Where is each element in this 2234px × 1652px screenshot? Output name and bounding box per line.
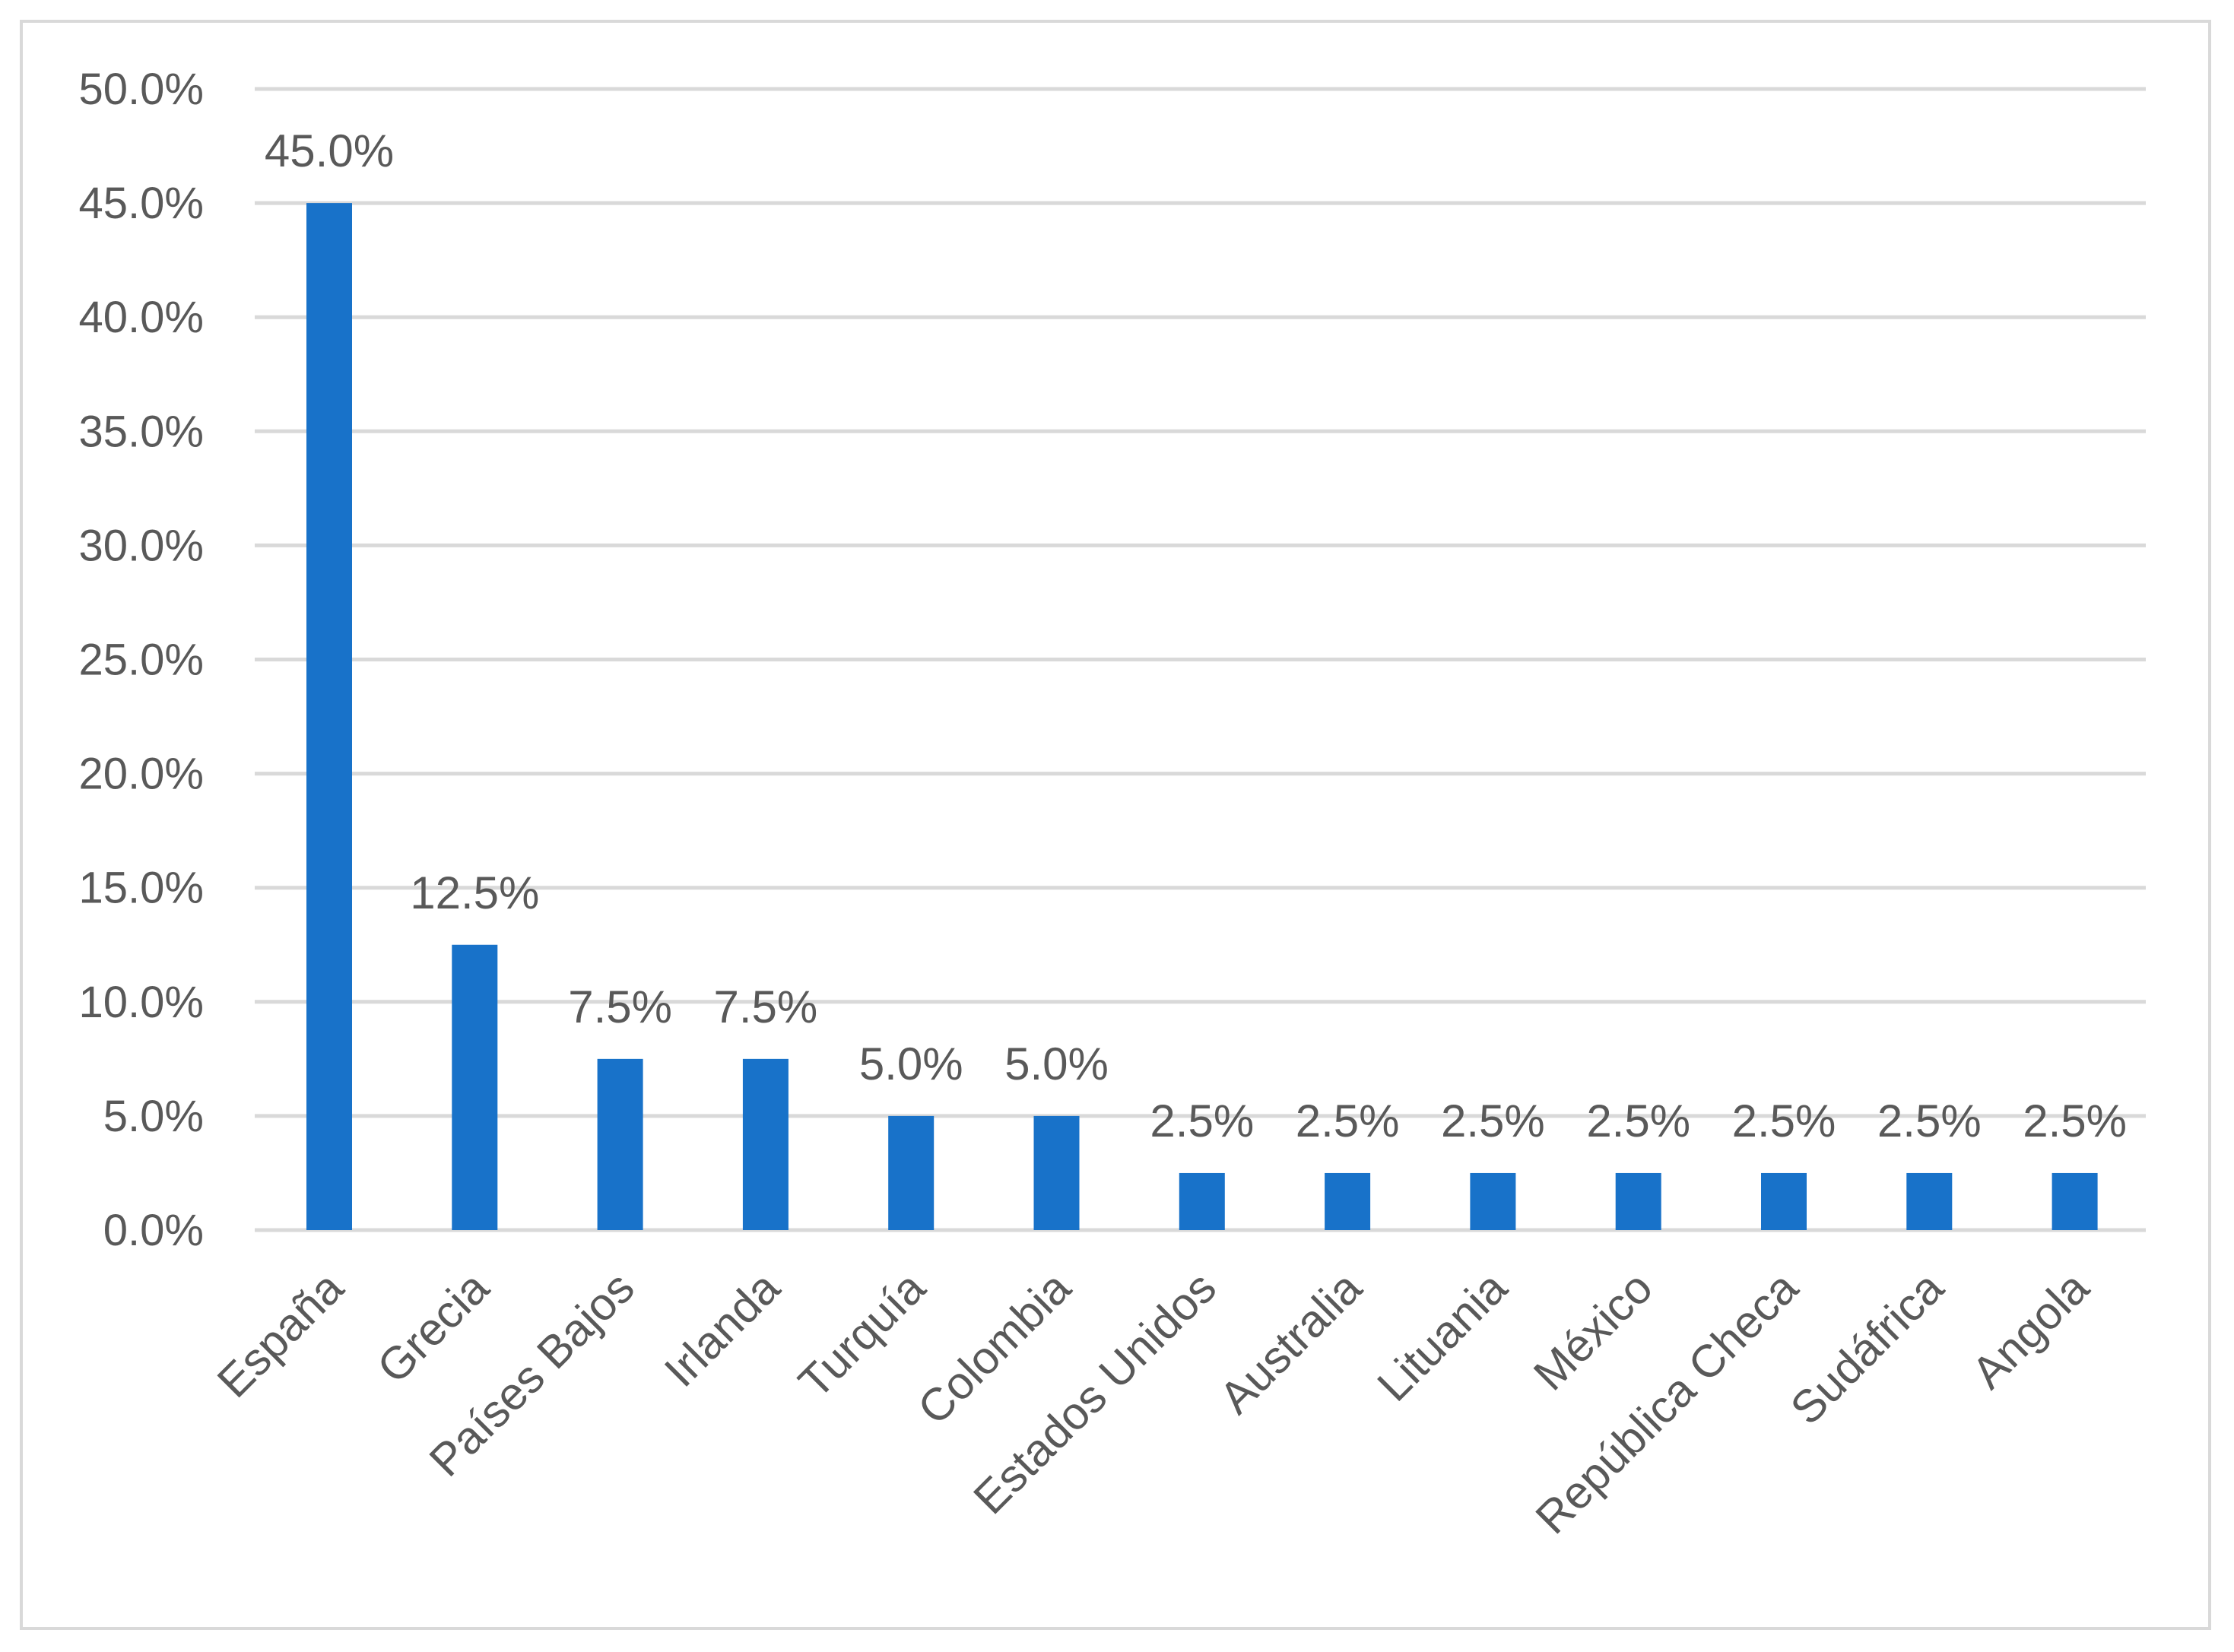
x-category-label: Irlanda <box>655 1261 790 1397</box>
x-category-label: México <box>1524 1262 1662 1400</box>
data-label: 2.5% <box>1296 1096 1400 1146</box>
x-category-label: Turquía <box>789 1261 935 1407</box>
bar <box>1033 1115 1080 1230</box>
x-category-label: Angola <box>1962 1261 2099 1398</box>
data-label: 7.5% <box>714 981 818 1032</box>
x-category-label: República Checa <box>1526 1261 1808 1543</box>
bar <box>1325 1172 1371 1230</box>
chart-frame <box>20 20 2211 1630</box>
x-category-label: Estados Unidos <box>963 1262 1226 1524</box>
y-tick-label: 20.0% <box>79 750 204 799</box>
bar <box>597 1058 643 1230</box>
data-label: 2.5% <box>1586 1096 1690 1146</box>
bar <box>742 1058 789 1230</box>
y-tick-label: 50.0% <box>79 65 204 114</box>
bar <box>452 944 498 1230</box>
y-axis-tick-labels: 0.0% 5.0% 10.0% 15.0% 20.0% 25.0% 30.0% 35.0% 40… <box>79 65 204 1255</box>
x-category-label: Grecia <box>367 1261 499 1393</box>
y-tick-label: 25.0% <box>79 636 204 685</box>
x-category-label: Sudáfrica <box>1781 1261 1953 1434</box>
data-label: 7.5% <box>568 981 672 1032</box>
y-tick-label: 35.0% <box>79 407 204 456</box>
y-tick-label: 45.0% <box>79 179 204 228</box>
data-label: 12.5% <box>410 867 539 918</box>
bar <box>1470 1172 1516 1230</box>
data-label: 45.0% <box>265 125 394 176</box>
data-label: 2.5% <box>1732 1096 1836 1146</box>
y-tick-label: 15.0% <box>79 864 204 913</box>
grid-lines <box>255 87 2146 1232</box>
y-tick-label: 0.0% <box>103 1206 204 1255</box>
x-category-label: Lituania <box>1368 1261 1517 1410</box>
bars <box>306 203 2098 1231</box>
data-label: 5.0% <box>1004 1038 1109 1089</box>
x-category-label: Australia <box>1210 1261 1372 1423</box>
bar <box>1615 1172 1661 1230</box>
y-tick-label: 5.0% <box>103 1092 204 1141</box>
data-label: 2.5% <box>2023 1096 2127 1146</box>
y-tick-label: 40.0% <box>79 293 204 342</box>
bar <box>1761 1172 1807 1230</box>
y-tick-label: 10.0% <box>79 978 204 1027</box>
bar <box>2052 1172 2098 1230</box>
bar <box>306 203 352 1231</box>
data-label: 2.5% <box>1877 1096 1982 1146</box>
data-label: 2.5% <box>1441 1096 1545 1146</box>
data-labels: 45.0% 12.5% 7.5% 7.5% 5.0% 5.0% 2.5% 2.5% 2.5% 2.… <box>265 125 2127 1146</box>
data-label: 2.5% <box>1150 1096 1254 1146</box>
y-tick-label: 30.0% <box>79 521 204 570</box>
bar <box>888 1115 935 1230</box>
bar <box>1179 1172 1225 1230</box>
x-category-label: España <box>208 1261 354 1407</box>
bar <box>1906 1172 1953 1230</box>
data-label: 5.0% <box>859 1038 963 1089</box>
